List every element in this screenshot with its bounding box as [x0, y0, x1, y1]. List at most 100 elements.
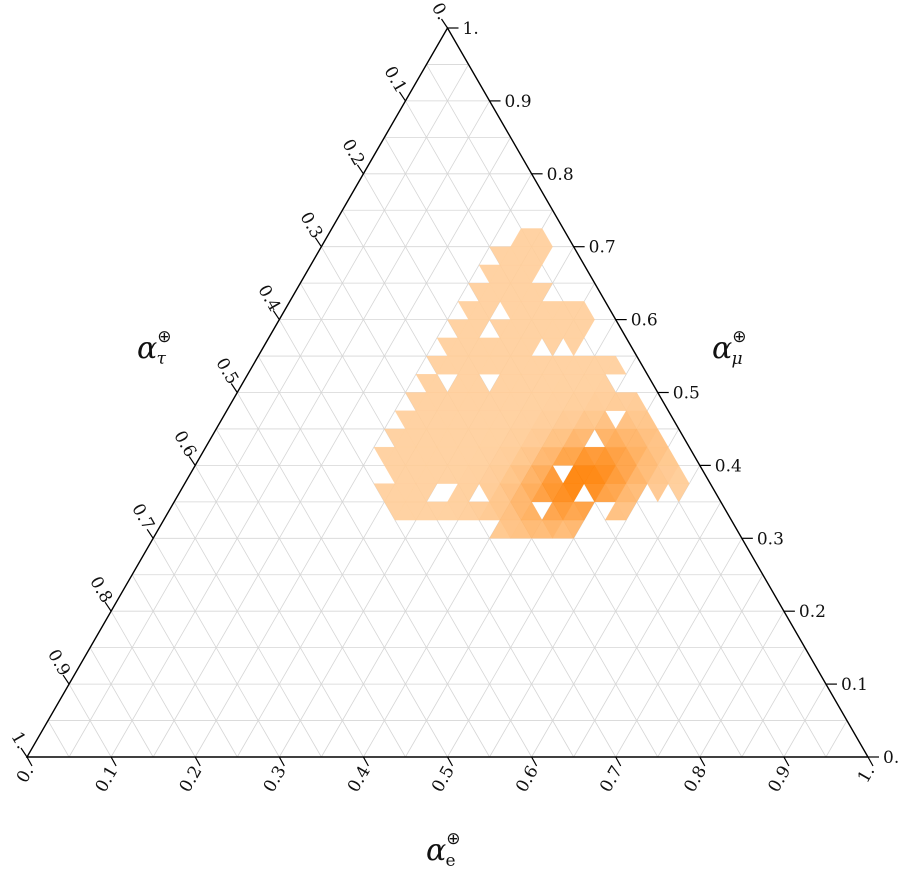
grid-line [236, 392, 448, 758]
bottom-tick-label: 0.1 [92, 763, 123, 796]
bottom-tick [615, 756, 622, 767]
right-tick-label: 0.8 [547, 165, 574, 185]
grid-line [257, 355, 490, 758]
grid-line [657, 574, 764, 758]
left-tick [441, 18, 448, 29]
grid-line [573, 501, 722, 758]
grid-line [531, 465, 701, 758]
bottom-axis-title: α⊕ e [426, 829, 461, 871]
grid-line [825, 720, 848, 758]
right-tick-label: 0.1 [841, 675, 868, 695]
right-tick-label: 0.5 [673, 384, 700, 404]
right-tick-label: 0.6 [631, 311, 658, 331]
left-tick [62, 674, 70, 685]
bottom-tick [699, 756, 706, 767]
right-tick-label: 0.7 [589, 238, 616, 258]
left-tick-label: 0.8 [85, 573, 116, 606]
grid-line [741, 647, 806, 758]
bottom-tick-label: 0.3 [260, 763, 291, 796]
grid-line [615, 538, 743, 758]
bottom-tick-label: 0.2 [176, 763, 207, 796]
grid-line [47, 720, 70, 758]
grid-line [68, 683, 112, 758]
grid-line [110, 611, 196, 758]
density-heatmap [373, 228, 690, 539]
right-tick-label: 0.9 [505, 92, 532, 112]
density-cell [573, 501, 595, 521]
density-cell [541, 337, 564, 357]
density-cell [646, 428, 669, 448]
density-cell [625, 392, 648, 411]
density-cell [604, 355, 627, 375]
right-axis-title: α⊕ μ [712, 327, 747, 369]
density-cell [426, 373, 448, 393]
bottom-tick [362, 756, 369, 767]
grid-line [152, 137, 511, 758]
right-tick-label: 0. [883, 748, 899, 768]
density-cell [562, 337, 585, 357]
bottom-tick [26, 756, 33, 767]
left-tick-label: 0.1 [380, 63, 411, 96]
bottom-tick [867, 756, 874, 767]
grid-line [68, 64, 469, 758]
density-cell [668, 483, 690, 503]
left-axis-title: α⊕ τ [137, 327, 172, 369]
density-cell [468, 373, 490, 393]
density-cell [594, 410, 616, 430]
left-tick-label: 0.5 [211, 355, 242, 388]
bottom-tick-label: 0. [13, 763, 38, 787]
density-cell [646, 483, 669, 503]
left-tick-label: 0.6 [169, 427, 200, 460]
density-cell [657, 446, 680, 466]
left-tick [314, 237, 322, 248]
left-tick-label: 0. [427, 0, 452, 24]
bottom-tick [278, 756, 285, 767]
left-tick-label: 0.2 [338, 136, 369, 169]
grid-line [699, 611, 785, 758]
grid-line [215, 428, 406, 758]
right-tick-label: 1. [463, 19, 479, 39]
left-tick [188, 456, 196, 466]
bottom-tick [194, 756, 201, 767]
left-tick-label: 1. [7, 728, 32, 752]
grid-line [783, 683, 827, 758]
left-tick-label: 0.4 [253, 282, 284, 315]
density-cell [520, 501, 543, 521]
grid-line [173, 501, 322, 758]
bottom-tick-label: 0.9 [764, 763, 795, 796]
density-cell [668, 465, 690, 484]
bottom-tick [110, 756, 117, 767]
bottom-tick-label: 0.4 [344, 763, 375, 796]
right-tick-label: 0.4 [715, 456, 742, 476]
grid-line [152, 538, 280, 758]
left-tick [104, 601, 112, 612]
right-tick-label: 0.3 [757, 529, 784, 549]
grid-line [131, 574, 238, 758]
bottom-tick-label: 1. [854, 763, 879, 787]
bottom-tick-label: 0.8 [680, 763, 711, 796]
grid-line [89, 647, 154, 758]
density-cell [636, 410, 659, 430]
left-tick [272, 310, 280, 320]
bottom-tick-label: 0.6 [512, 763, 543, 796]
left-tick [230, 383, 238, 393]
left-tick [398, 91, 406, 102]
right-tick-label: 0.2 [799, 602, 826, 622]
density-cell [573, 301, 595, 320]
bottom-tick-label: 0.5 [428, 763, 459, 796]
bottom-tick [446, 756, 454, 767]
bottom-tick-label: 0.7 [596, 763, 627, 796]
grid-line [194, 465, 364, 758]
density-cell [531, 282, 553, 302]
bottom-tick [783, 756, 790, 767]
left-tick-label: 0.7 [127, 500, 158, 533]
density-cell [594, 373, 616, 393]
left-tick [356, 164, 364, 175]
left-tick-label: 0.9 [43, 646, 74, 679]
bottom-tick [531, 756, 538, 767]
density-cell [541, 465, 564, 484]
left-tick-label: 0.3 [295, 209, 326, 242]
density-cell [531, 228, 553, 247]
left-tick [20, 747, 28, 758]
